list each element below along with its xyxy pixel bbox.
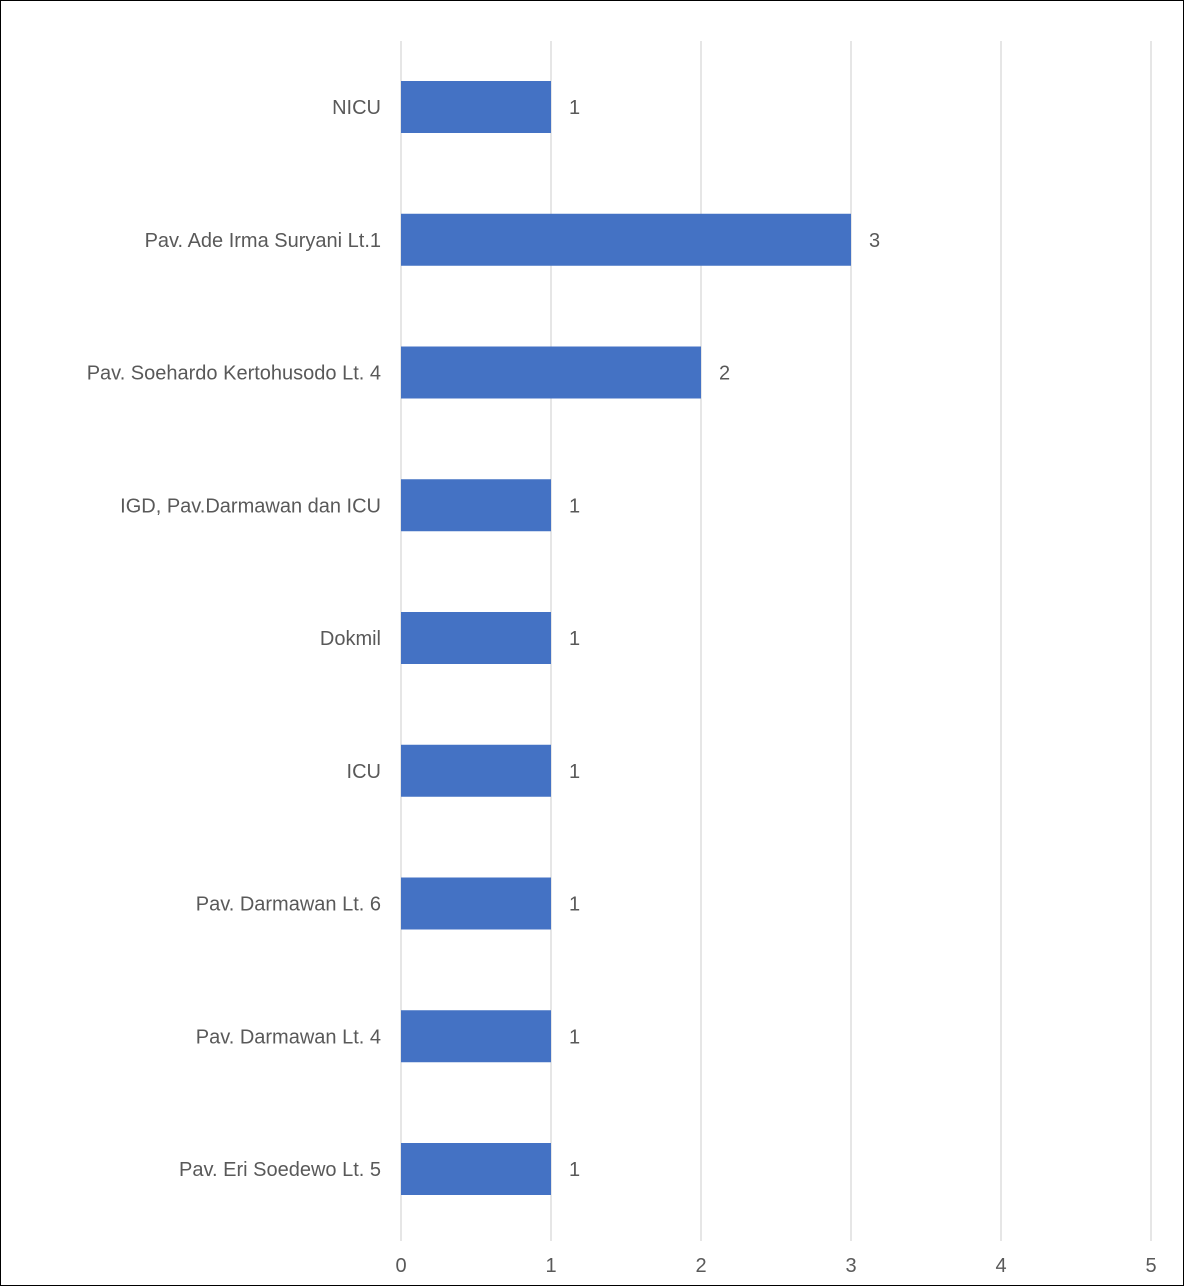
bar bbox=[401, 744, 551, 797]
category-labels: NICU Pav. Ade Irma Suryani Lt.1 Pav. Soeha… bbox=[87, 97, 381, 1181]
data-label: 2 bbox=[719, 363, 730, 385]
category-label: Pav. Darmawan Lt. 6 bbox=[196, 894, 381, 916]
data-labels: 1 3 2 1 1 1 1 1 1 bbox=[569, 97, 880, 1181]
bar bbox=[401, 81, 551, 133]
bar bbox=[401, 1010, 551, 1063]
x-tick-label: 5 bbox=[1145, 1255, 1156, 1277]
category-label: IGD, Pav.Darmawan dan ICU bbox=[120, 495, 381, 517]
category-label: Pav. Darmawan Lt. 4 bbox=[196, 1026, 381, 1048]
x-axis-tick-labels: 0 1 2 3 4 5 bbox=[395, 1255, 1156, 1277]
data-label: 1 bbox=[569, 894, 580, 916]
x-tick-label: 3 bbox=[845, 1255, 856, 1277]
bar bbox=[401, 479, 551, 532]
x-tick-label: 1 bbox=[545, 1255, 556, 1277]
data-label: 1 bbox=[569, 1026, 580, 1048]
bars bbox=[401, 81, 851, 1195]
bar bbox=[401, 612, 551, 664]
data-label: 1 bbox=[569, 628, 580, 650]
x-tick-label: 2 bbox=[695, 1255, 706, 1277]
category-label: ICU bbox=[347, 761, 381, 783]
category-label: Pav. Eri Soedewo Lt. 5 bbox=[179, 1159, 381, 1181]
bar bbox=[401, 346, 701, 399]
x-tick-label: 4 bbox=[995, 1255, 1006, 1277]
bar bbox=[401, 213, 851, 266]
data-label: 1 bbox=[569, 495, 580, 517]
data-label: 1 bbox=[569, 1159, 580, 1181]
data-label: 1 bbox=[569, 97, 580, 119]
category-label: Pav. Soehardo Kertohusodo Lt. 4 bbox=[87, 363, 381, 385]
category-label: Pav. Ade Irma Suryani Lt.1 bbox=[145, 230, 381, 252]
data-label: 3 bbox=[869, 230, 880, 252]
bar bbox=[401, 1143, 551, 1195]
category-label: Dokmil bbox=[320, 628, 381, 650]
x-tick-label: 0 bbox=[395, 1255, 406, 1277]
category-label: NICU bbox=[332, 97, 381, 119]
data-label: 1 bbox=[569, 761, 580, 783]
bar bbox=[401, 877, 551, 930]
